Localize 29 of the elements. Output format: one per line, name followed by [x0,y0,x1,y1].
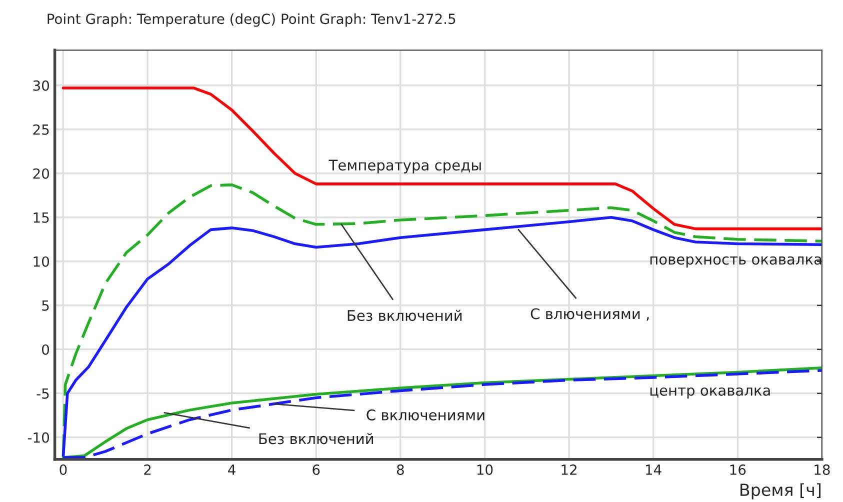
y-tick-label: -5 [36,388,49,399]
y-tick-label: 10 [34,256,50,267]
chart-title: Point Graph: Temperature (degC) Point Graph: Tenv1-272.5 [48,13,456,27]
x-tick-label: 2 [144,464,151,475]
annotation: С включениями [366,409,484,420]
x-tick-label: 14 [646,464,662,475]
line-series [62,86,822,230]
x-tick-label: 12 [562,464,576,475]
y-tick-label: 20 [33,168,50,179]
y-tick-label: 30 [33,80,50,91]
x-tick-label: 10 [477,464,493,475]
x-tick-label: 8 [396,464,404,475]
x-tick-label: 0 [60,464,67,475]
y-tick-label: 0 [42,344,50,355]
annotation: С влючениями , [530,308,649,321]
annotation: Без включений [348,310,462,322]
annotation: поверхность окавалка [650,256,822,268]
y-tick-label: -10 [28,432,50,443]
x-tick-label: 4 [228,464,236,475]
annotation: центр окавалка [650,387,770,399]
y-tick-label: 25 [33,124,49,135]
y-tick-label: 5 [42,300,49,311]
y-tick-label: 15 [34,212,49,223]
annotation: Температура среды [328,160,481,174]
x-tick-label: 6 [312,464,320,475]
x-tick-label: 18 [814,464,830,475]
x-axis-title: Время [ч] [740,483,820,500]
x-tick-label: 16 [730,464,746,475]
annotation: Без включений [259,432,374,444]
